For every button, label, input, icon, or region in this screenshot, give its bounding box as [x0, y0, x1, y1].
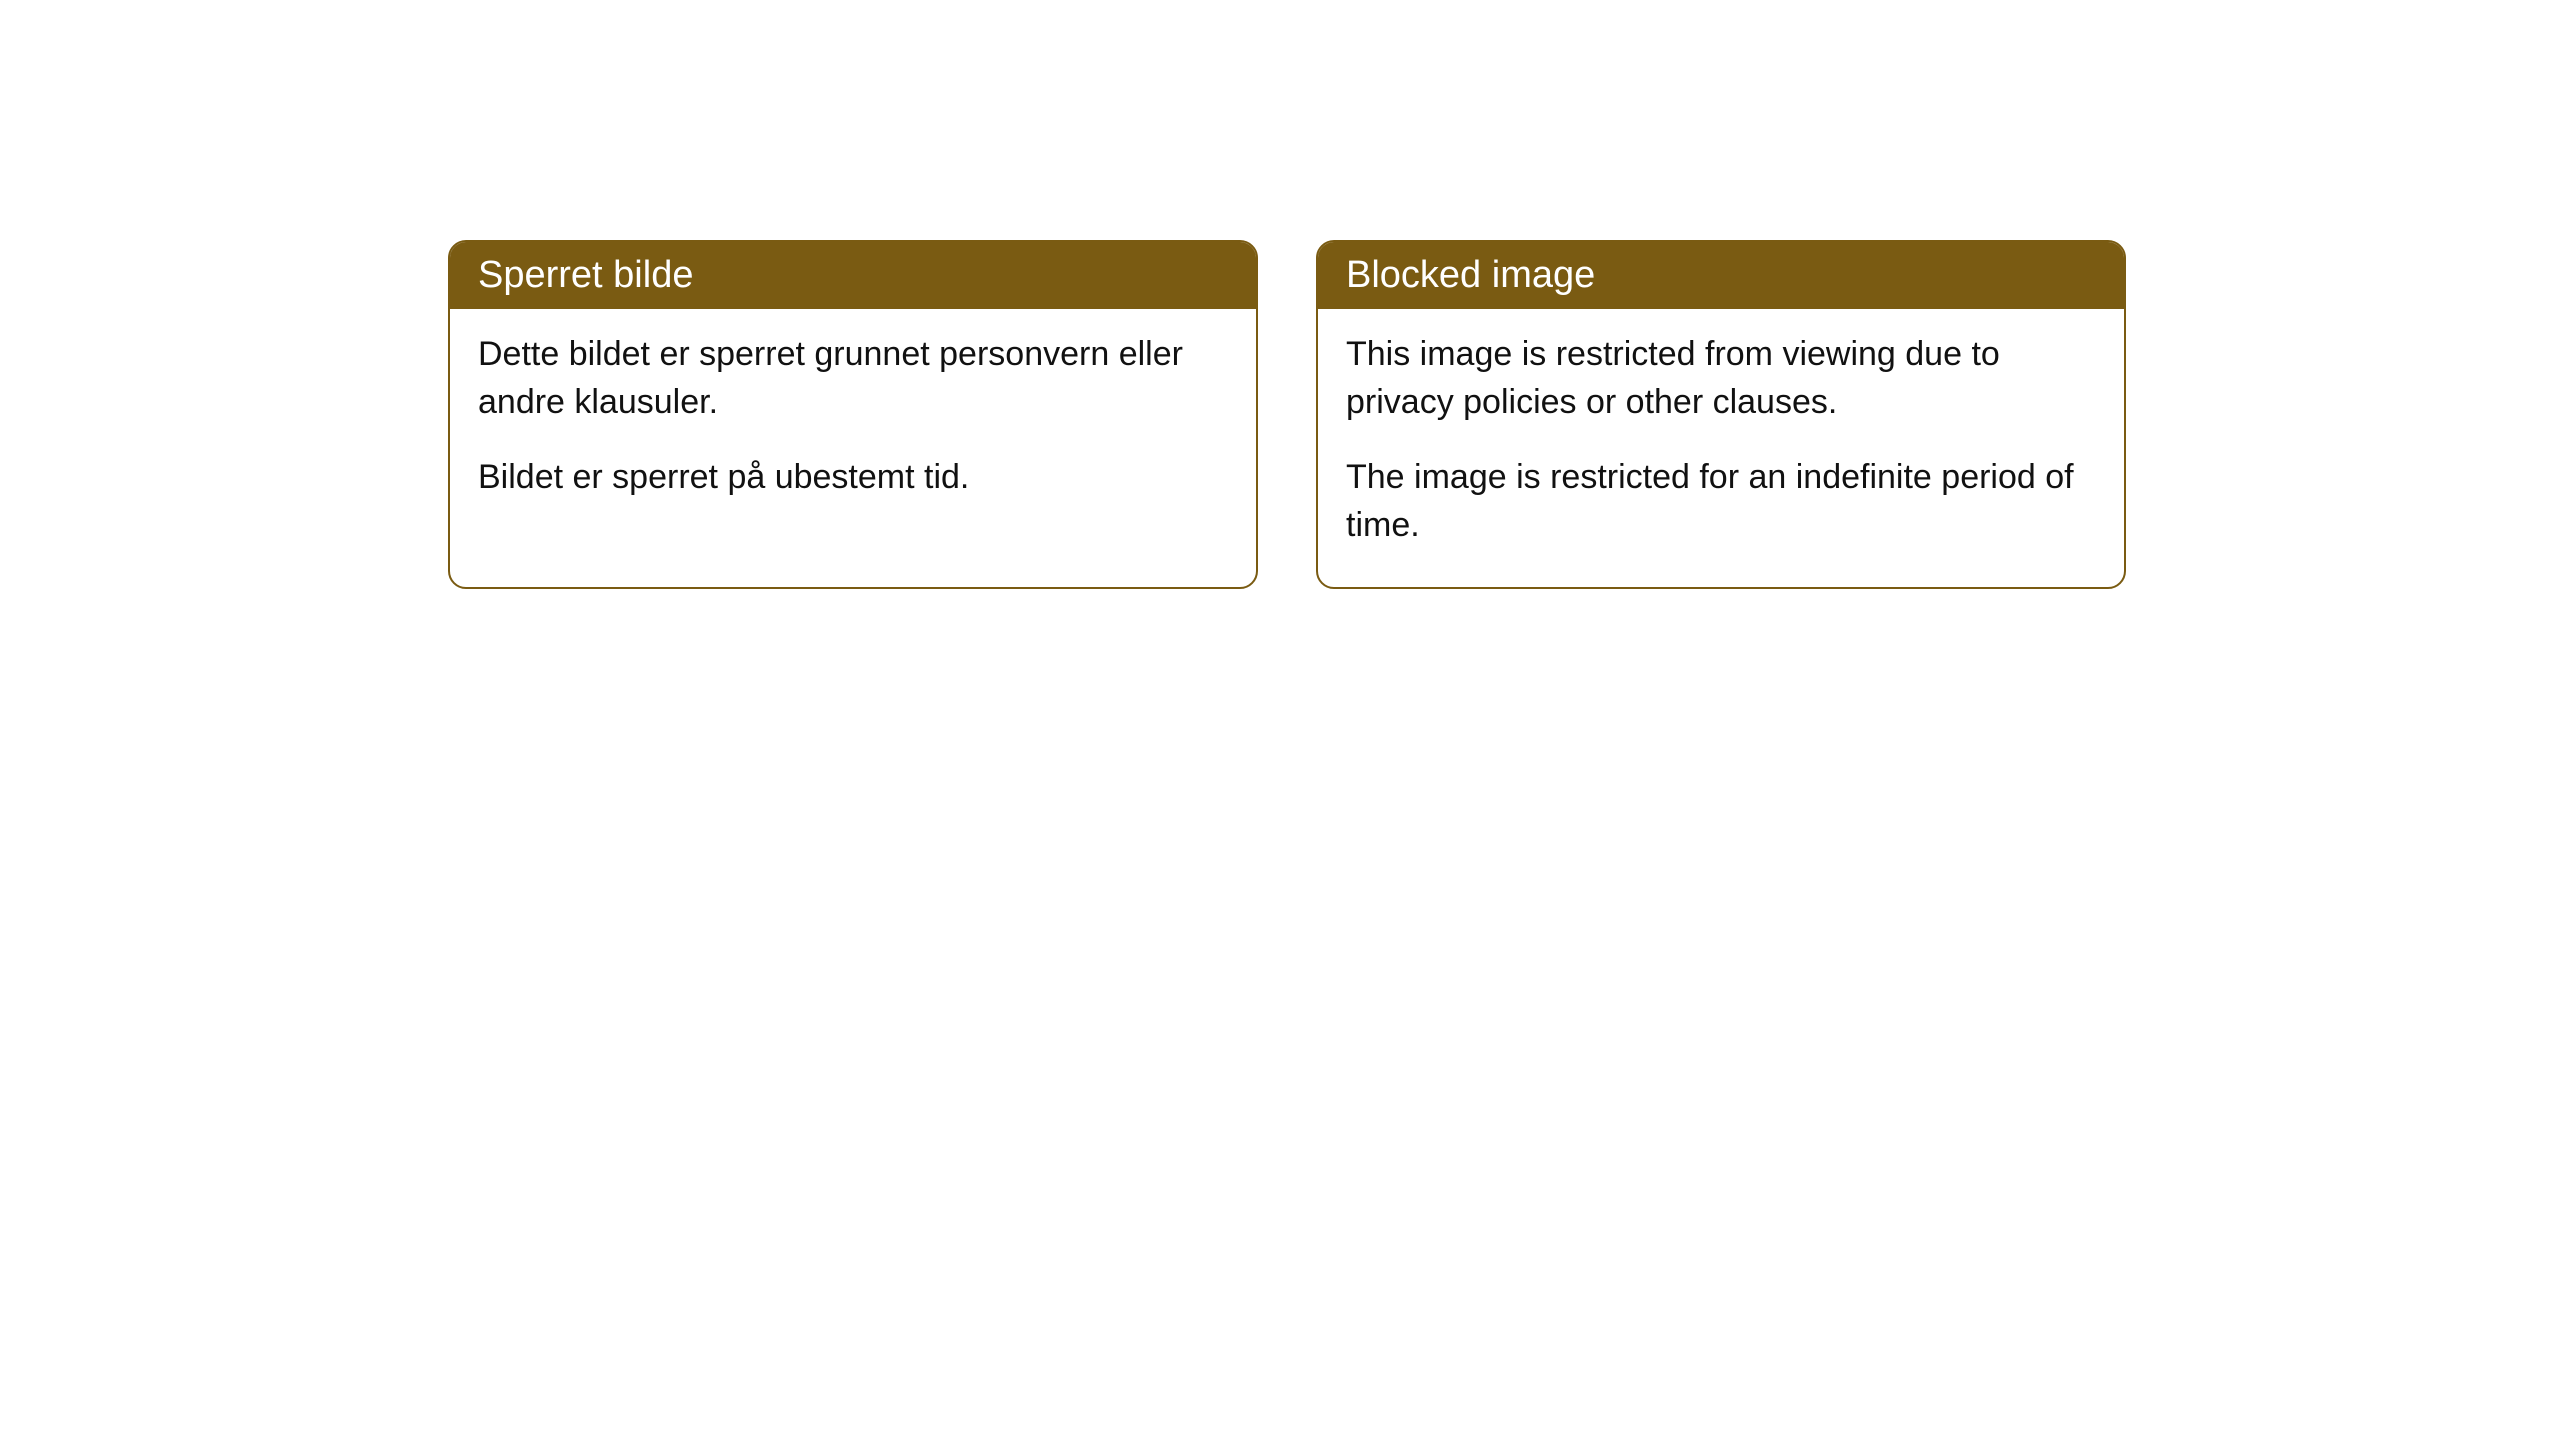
card-header-no: Sperret bilde	[450, 242, 1256, 309]
card-body-no: Dette bildet er sperret grunnet personve…	[450, 309, 1256, 540]
card-header-en: Blocked image	[1318, 242, 2124, 309]
card-text-en-1: This image is restricted from viewing du…	[1346, 331, 2096, 426]
notice-container: Sperret bilde Dette bildet er sperret gr…	[0, 0, 2560, 589]
card-text-en-2: The image is restricted for an indefinit…	[1346, 454, 2096, 549]
card-text-no-2: Bildet er sperret på ubestemt tid.	[478, 454, 1228, 502]
card-text-no-1: Dette bildet er sperret grunnet personve…	[478, 331, 1228, 426]
card-english: Blocked image This image is restricted f…	[1316, 240, 2126, 589]
card-title-en: Blocked image	[1346, 254, 1595, 296]
card-body-en: This image is restricted from viewing du…	[1318, 309, 2124, 587]
card-norwegian: Sperret bilde Dette bildet er sperret gr…	[448, 240, 1258, 589]
card-title-no: Sperret bilde	[478, 254, 693, 296]
